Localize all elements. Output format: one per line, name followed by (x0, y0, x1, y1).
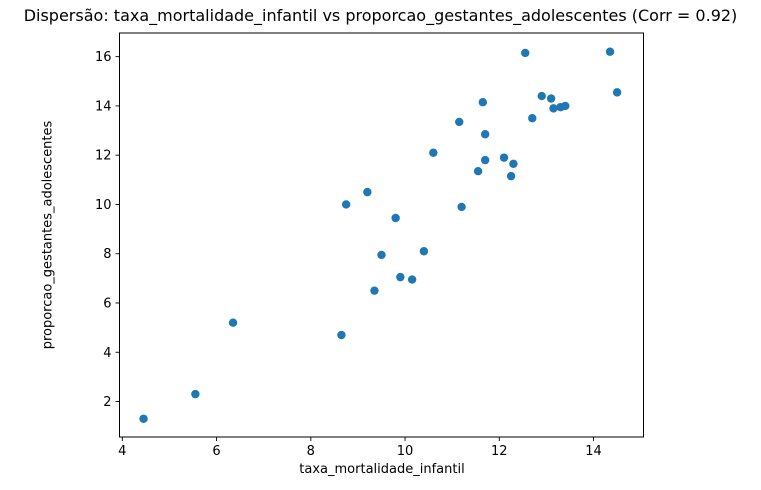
x-axis-label: taxa_mortalidade_infantil (299, 462, 465, 477)
data-point (537, 91, 546, 101)
data-point (455, 117, 464, 127)
data-point (377, 250, 386, 260)
y-tick-label-2: 2 (103, 395, 111, 410)
axes-frame (119, 32, 644, 438)
data-point (419, 247, 429, 256)
data-point (549, 104, 558, 113)
data-point (473, 166, 483, 176)
x-tick-label-14: 14 (585, 444, 602, 459)
data-point (391, 213, 400, 223)
y-axis-label-text: proporcao_gestantes_adolescentes (40, 120, 56, 350)
data-point (605, 47, 615, 56)
data-point (528, 114, 537, 123)
data-point (561, 101, 570, 111)
y-tick-label-6: 6 (103, 296, 111, 311)
x-tick-label-10: 10 (397, 444, 414, 459)
y-tick-label-8: 8 (103, 247, 111, 262)
x-tick-label-8: 8 (307, 444, 315, 459)
data-point (429, 148, 438, 157)
data-point (228, 318, 238, 327)
data-point (480, 130, 490, 139)
x-tick-label-12: 12 (491, 444, 508, 459)
data-point (139, 414, 148, 423)
data-point (506, 171, 516, 181)
data-point (612, 88, 622, 97)
data-point (546, 94, 556, 103)
x-tick-label-4: 4 (118, 444, 126, 459)
y-tick-label-10: 10 (95, 198, 112, 213)
data-point (337, 330, 346, 340)
data-point (521, 48, 530, 58)
chart-title: Dispersão: taxa_mortalidade_infantil vs … (23, 6, 738, 25)
data-point (363, 187, 372, 197)
data-point (457, 202, 466, 212)
data-point (499, 153, 509, 162)
data-point (480, 155, 490, 165)
data-point (341, 200, 351, 209)
y-tick-label-16: 16 (95, 50, 112, 65)
data-point (509, 159, 518, 169)
y-tick-label-4: 4 (103, 346, 111, 361)
data-point (478, 98, 488, 107)
data-point (396, 272, 405, 282)
y-tick-label-14: 14 (95, 99, 112, 114)
x-tick-label-6: 6 (212, 444, 220, 459)
y-tick-label-12: 12 (95, 149, 112, 164)
data-point (370, 286, 379, 295)
data-point (191, 389, 200, 399)
data-point (407, 275, 417, 284)
